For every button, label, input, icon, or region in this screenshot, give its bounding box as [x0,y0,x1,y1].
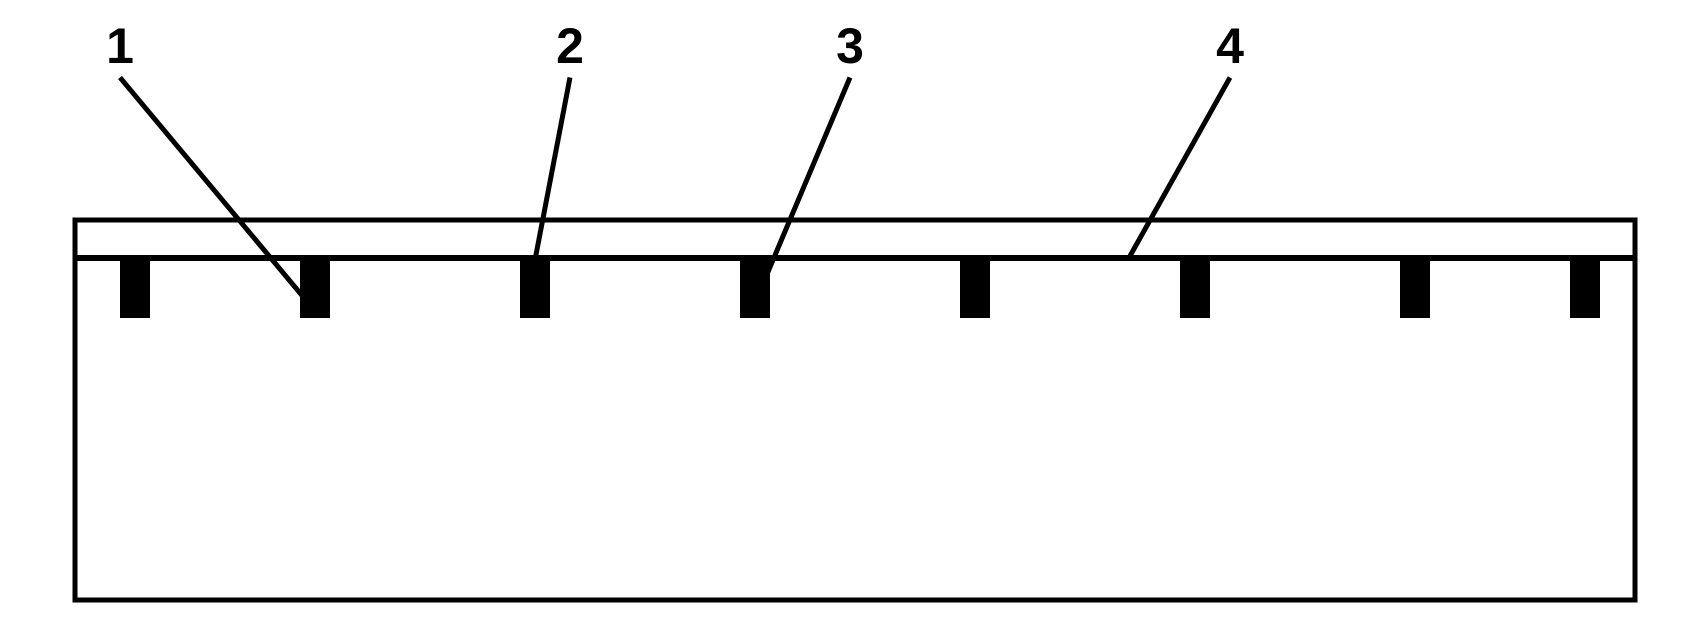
callout-label-1: 1 [106,18,134,74]
labels-group: 1 2 3 4 [106,18,1244,74]
vertical-bar [300,258,330,318]
leader-lines-group [120,78,1230,306]
callout-label-2: 2 [556,18,584,74]
callout-label-4: 4 [1216,18,1244,74]
vertical-bar [1400,258,1430,318]
vertical-bar [520,258,550,318]
vertical-bar [1180,258,1210,318]
technical-diagram: 1 2 3 4 [0,0,1692,624]
vertical-bar [740,258,770,318]
leader-line-2 [535,78,570,261]
vertical-bar [120,258,150,318]
leader-line-3 [762,78,850,287]
leader-line-4 [1130,78,1230,257]
vertical-bar [1570,258,1600,318]
callout-label-3: 3 [836,18,864,74]
vertical-bar [960,258,990,318]
vertical-bars-group [120,258,1600,318]
